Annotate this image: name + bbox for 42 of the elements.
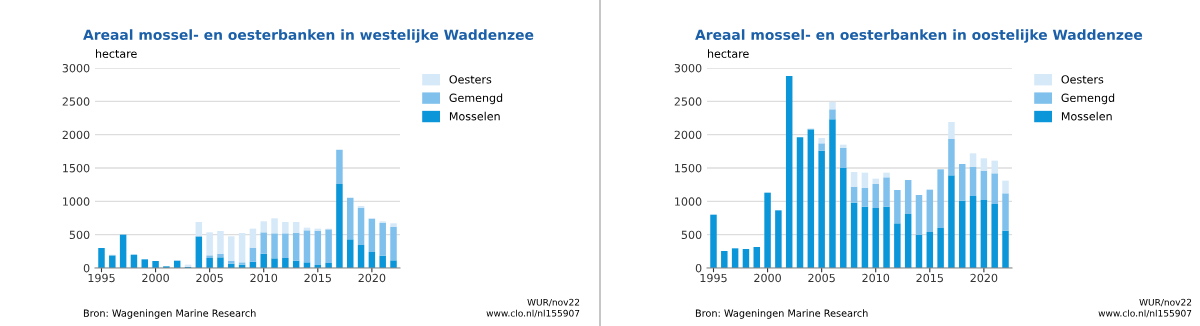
x-tick-label: 2005 (808, 273, 835, 283)
legend-label: Oesters (449, 75, 492, 84)
y-tick-label: 1500 (63, 163, 90, 173)
chart-title: Areaal mossel- en oesterbanken in westelijke Waddenzee (83, 29, 534, 43)
y-axis-title: hectare (708, 49, 749, 58)
y-axis-title: hectare (96, 49, 137, 58)
x-tick-label: 2000 (754, 273, 781, 283)
text: Bron: Wageningen Marine Research (83, 309, 256, 319)
y-tick-label: 2500 (62, 97, 90, 106)
y-tick-label: 3000 (62, 63, 90, 73)
y-tick-label: 3000 (674, 63, 702, 73)
legend-label: Oesters (1061, 75, 1104, 84)
x-tick-label: 2010 (250, 273, 278, 283)
y-tick-label: 1500 (675, 163, 702, 173)
y-tick-label: 1000 (63, 197, 90, 206)
legend-label: Gemengd (449, 93, 503, 105)
x-tick-label: 2020 (970, 273, 998, 283)
y-tick-label: 2500 (674, 97, 702, 106)
text: WUR/nov22 (1139, 298, 1192, 307)
text: www.clo.nl/nl155907 (1098, 309, 1192, 318)
y-tick-label: 500 (69, 230, 90, 240)
x-tick-label: 2020 (358, 273, 386, 283)
y-tick-label: 2000 (674, 130, 702, 140)
text: Bron: Wageningen Marine Research (695, 309, 868, 319)
y-tick-label: 1000 (675, 197, 702, 206)
legend-label: Gemengd (1061, 93, 1115, 105)
x-tick-label: 2005 (196, 273, 223, 283)
legend-label: Mosselen (449, 111, 500, 121)
chart-title: Areaal mossel- en oesterbanken in oostelijke Waddenzee (695, 29, 1143, 43)
x-tick-label: 2000 (142, 273, 169, 283)
x-tick-label: 2015 (916, 273, 943, 283)
y-tick-label: 2000 (62, 130, 90, 140)
legend-label: Mosselen (1061, 111, 1112, 121)
x-tick-label: 1995 (88, 273, 115, 283)
x-tick-label: 2015 (304, 273, 331, 283)
x-tick-label: 2010 (862, 273, 890, 283)
y-tick-label: 0 (83, 263, 90, 273)
x-tick-label: 1995 (700, 273, 727, 283)
text: www.clo.nl/nl155907 (486, 309, 580, 318)
y-tick-label: 500 (681, 230, 702, 240)
y-tick-label: 0 (695, 263, 702, 273)
text: WUR/nov22 (527, 298, 580, 307)
